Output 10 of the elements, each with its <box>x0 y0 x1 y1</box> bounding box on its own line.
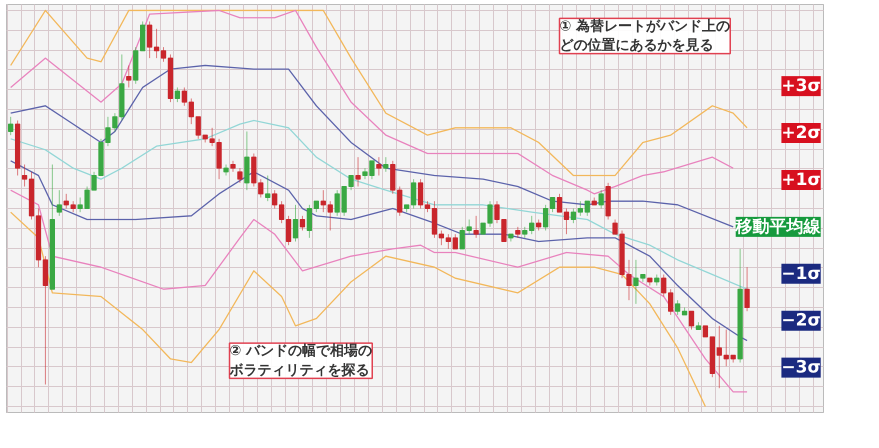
candlestick <box>501 219 507 242</box>
candlestick <box>702 325 708 338</box>
text: −2σ <box>781 310 821 331</box>
text: 移動平均線 <box>734 216 822 237</box>
text: −1σ <box>781 264 821 284</box>
text: +1σ <box>781 170 821 190</box>
text: +3σ <box>781 76 821 96</box>
text: +2σ <box>781 123 821 144</box>
text: −3σ <box>781 358 821 378</box>
candlestick <box>480 222 486 235</box>
